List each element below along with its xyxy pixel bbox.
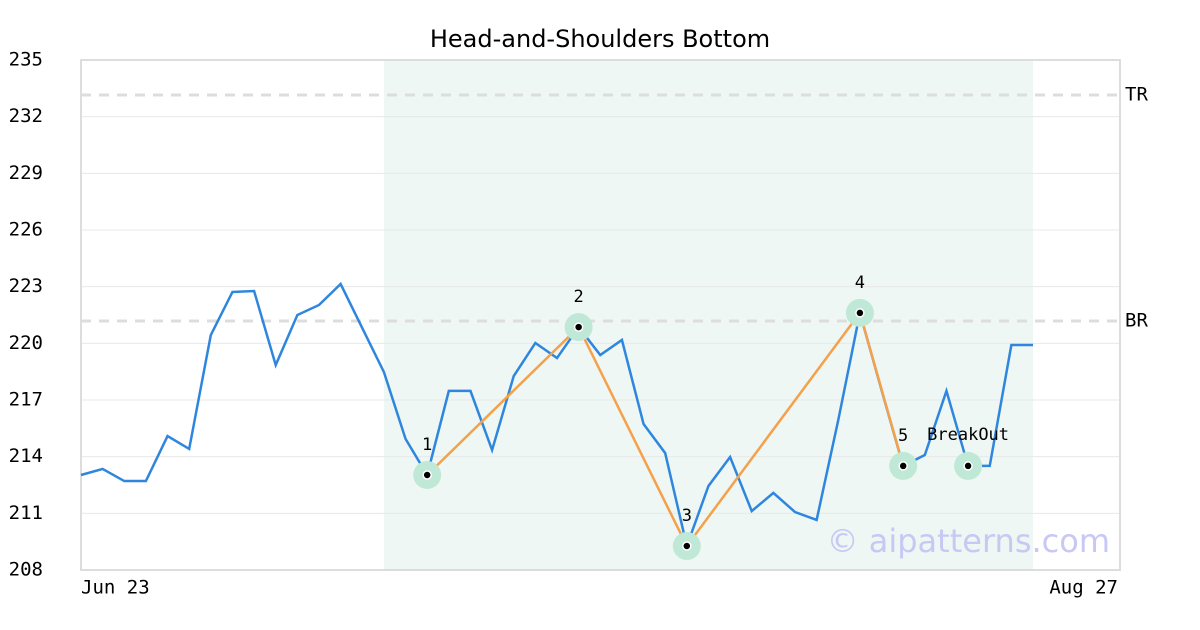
pivot-label: 4 xyxy=(855,273,865,293)
pivot-dot xyxy=(682,541,692,551)
pivot-label: 1 xyxy=(422,435,432,455)
chart-title: Head-and-Shoulders Bottom xyxy=(430,25,770,53)
level-label: BR xyxy=(1125,310,1148,332)
y-tick-label: 211 xyxy=(9,502,43,524)
x-tick-label: Aug 27 xyxy=(1049,577,1118,599)
pivot-label: 3 xyxy=(682,506,692,526)
y-tick-label: 217 xyxy=(9,389,43,411)
level-label: TR xyxy=(1125,83,1148,105)
pivot-dot xyxy=(573,322,584,332)
y-tick-label: 223 xyxy=(9,275,43,297)
y-tick-label: 235 xyxy=(9,49,43,71)
x-tick-label: Jun 23 xyxy=(81,577,150,599)
y-tick-label: 214 xyxy=(9,445,43,467)
pivot-dot xyxy=(855,308,865,318)
pivot-label: 2 xyxy=(574,287,584,307)
pivot-label: 5 xyxy=(898,426,908,446)
breakout-label: BreakOut xyxy=(927,425,1009,445)
y-tick-label: 220 xyxy=(9,332,43,354)
pivot-dot xyxy=(898,461,908,471)
pivot-dot xyxy=(422,470,432,480)
y-tick-label: 232 xyxy=(9,105,43,127)
y-tick-label: 208 xyxy=(9,559,43,581)
watermark: © aipatterns.com xyxy=(827,522,1110,560)
plot-frame xyxy=(80,59,1121,571)
pivot-dot xyxy=(963,461,973,471)
y-tick-label: 229 xyxy=(9,162,43,184)
y-tick-label: 226 xyxy=(9,219,43,241)
highlight-region xyxy=(383,60,1034,570)
